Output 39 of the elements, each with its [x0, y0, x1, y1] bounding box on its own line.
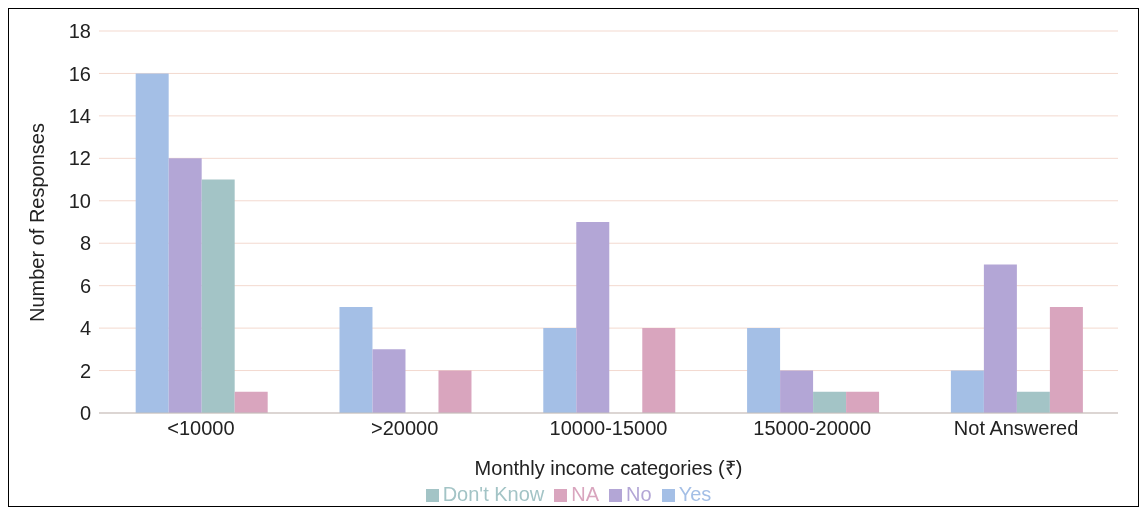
bar	[201, 179, 235, 413]
x-tick-label: Not Answered	[953, 417, 1079, 440]
y-tick-label: 2	[79, 359, 91, 382]
bar	[543, 328, 577, 413]
legend-label: Yes	[678, 483, 712, 505]
bar	[234, 391, 268, 413]
y-tick-label: 8	[79, 232, 91, 255]
y-tick-label: 12	[68, 147, 91, 170]
bar	[438, 370, 472, 413]
bar	[168, 158, 202, 413]
bar	[780, 370, 814, 413]
bar	[747, 328, 781, 413]
y-tick-label: 16	[68, 62, 91, 85]
bar	[950, 370, 984, 413]
x-tick-label: 10000-15000	[549, 417, 668, 440]
bar	[813, 391, 847, 413]
bar	[1016, 391, 1050, 413]
y-axis-title: Number of Responses	[26, 123, 49, 322]
y-tick-label: 14	[68, 104, 91, 127]
legend-label: NA	[571, 483, 600, 505]
x-tick-label: 15000-20000	[753, 417, 872, 440]
bar	[339, 306, 373, 413]
legend-label: No	[626, 483, 652, 505]
x-tick-label: <10000	[167, 417, 235, 440]
y-tick-label: 10	[68, 189, 91, 212]
bar	[372, 349, 406, 413]
x-tick-label: >20000	[371, 417, 439, 440]
bar	[1049, 306, 1083, 413]
x-axis-title: Monthly income categories (₹)	[474, 457, 743, 479]
y-tick-label: 18	[68, 20, 91, 43]
bar	[135, 73, 169, 413]
bar	[642, 328, 676, 413]
legend-label: Don't Know	[442, 483, 545, 505]
y-tick-label: 4	[79, 317, 91, 340]
bar	[576, 222, 610, 413]
bar	[983, 264, 1017, 413]
y-tick-label: 0	[79, 402, 91, 425]
y-tick-label: 6	[79, 274, 91, 297]
bar	[846, 391, 880, 413]
